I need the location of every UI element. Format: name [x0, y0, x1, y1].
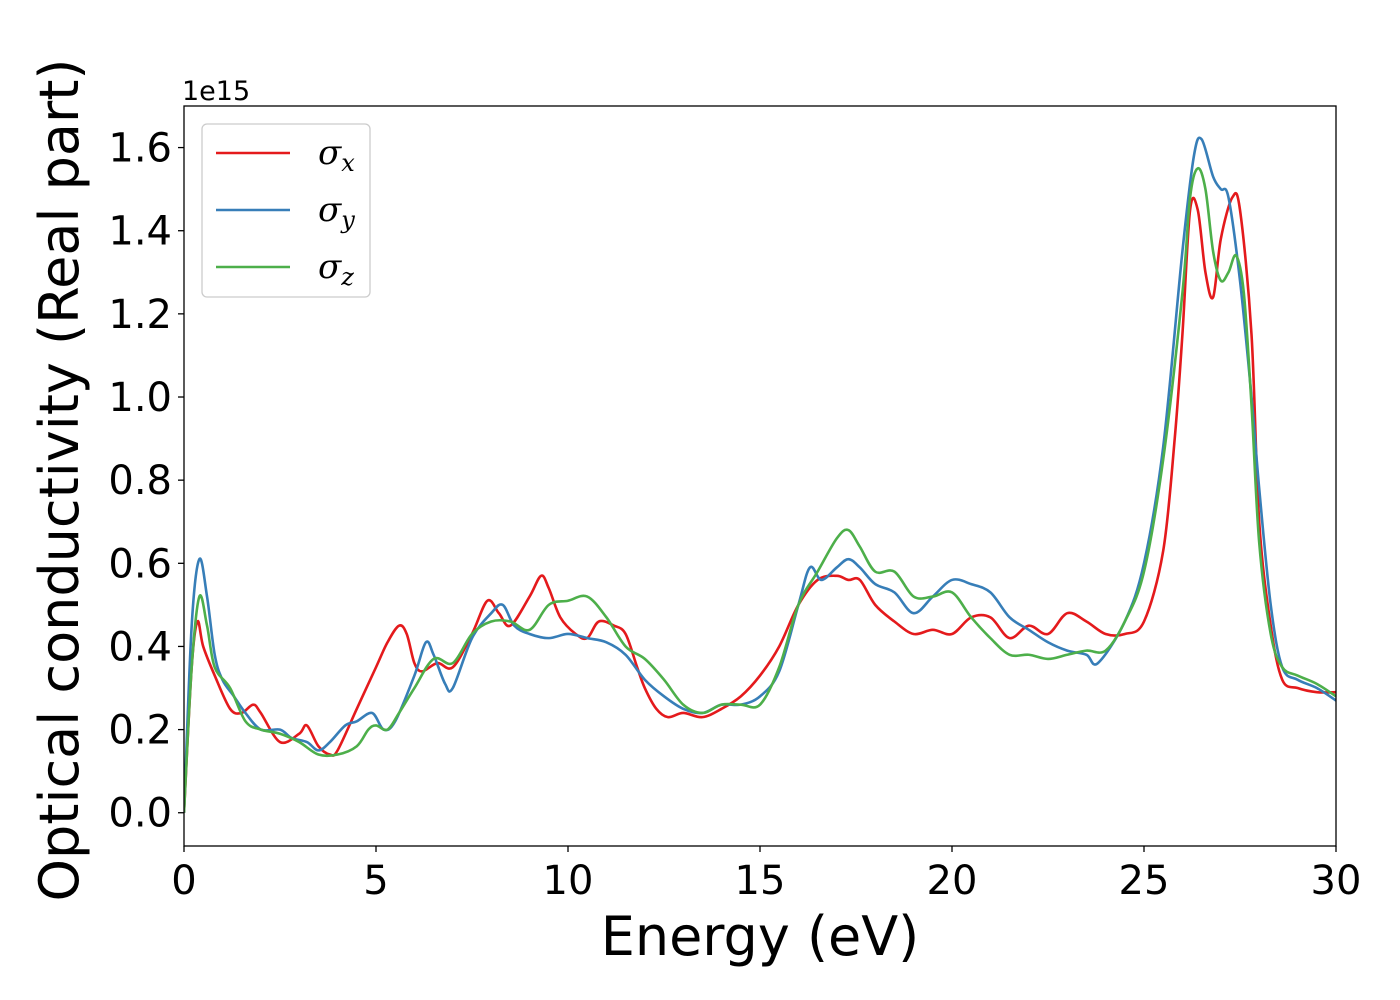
x-tick-label: 0 [171, 858, 196, 904]
x-tick-label: 5 [363, 858, 388, 904]
legend-entry-y: σy [318, 190, 355, 234]
y-tick-label: 0.6 [108, 541, 172, 587]
legend: σx σy σz [201, 123, 371, 298]
series-line-y [184, 136, 1336, 813]
x-tick-label: 25 [1119, 858, 1170, 904]
series-line-z [184, 166, 1336, 813]
y-tick-label: 0.8 [108, 458, 172, 504]
y-tick-label: 0.4 [108, 624, 172, 670]
y-tick-label: 1.0 [108, 375, 172, 421]
y-axis: 0.0 0.2 0.4 0.6 0.8 1.0 1.2 1.4 1.6 [108, 126, 184, 837]
x-tick-label: 30 [1311, 858, 1362, 904]
plot-area [184, 136, 1336, 813]
x-tick-label: 10 [543, 858, 594, 904]
y-axis-offset-label: 1e15 [182, 76, 250, 107]
y-axis-label: Optical conductivity (Real part) [28, 59, 91, 902]
y-tick-label: 1.6 [108, 126, 172, 172]
y-tick-label: 0.2 [108, 708, 172, 754]
x-tick-label: 15 [735, 858, 786, 904]
x-axis-label: Energy (eV) [601, 905, 920, 968]
legend-entry-x: σx [318, 133, 355, 177]
legend-entry-z: σz [318, 247, 354, 291]
y-tick-label: 1.4 [108, 209, 172, 255]
x-axis: 0 5 10 15 20 25 30 [171, 846, 1361, 904]
y-tick-label: 1.2 [108, 292, 172, 338]
x-tick-label: 20 [927, 858, 978, 904]
y-tick-label: 0.0 [108, 791, 172, 837]
